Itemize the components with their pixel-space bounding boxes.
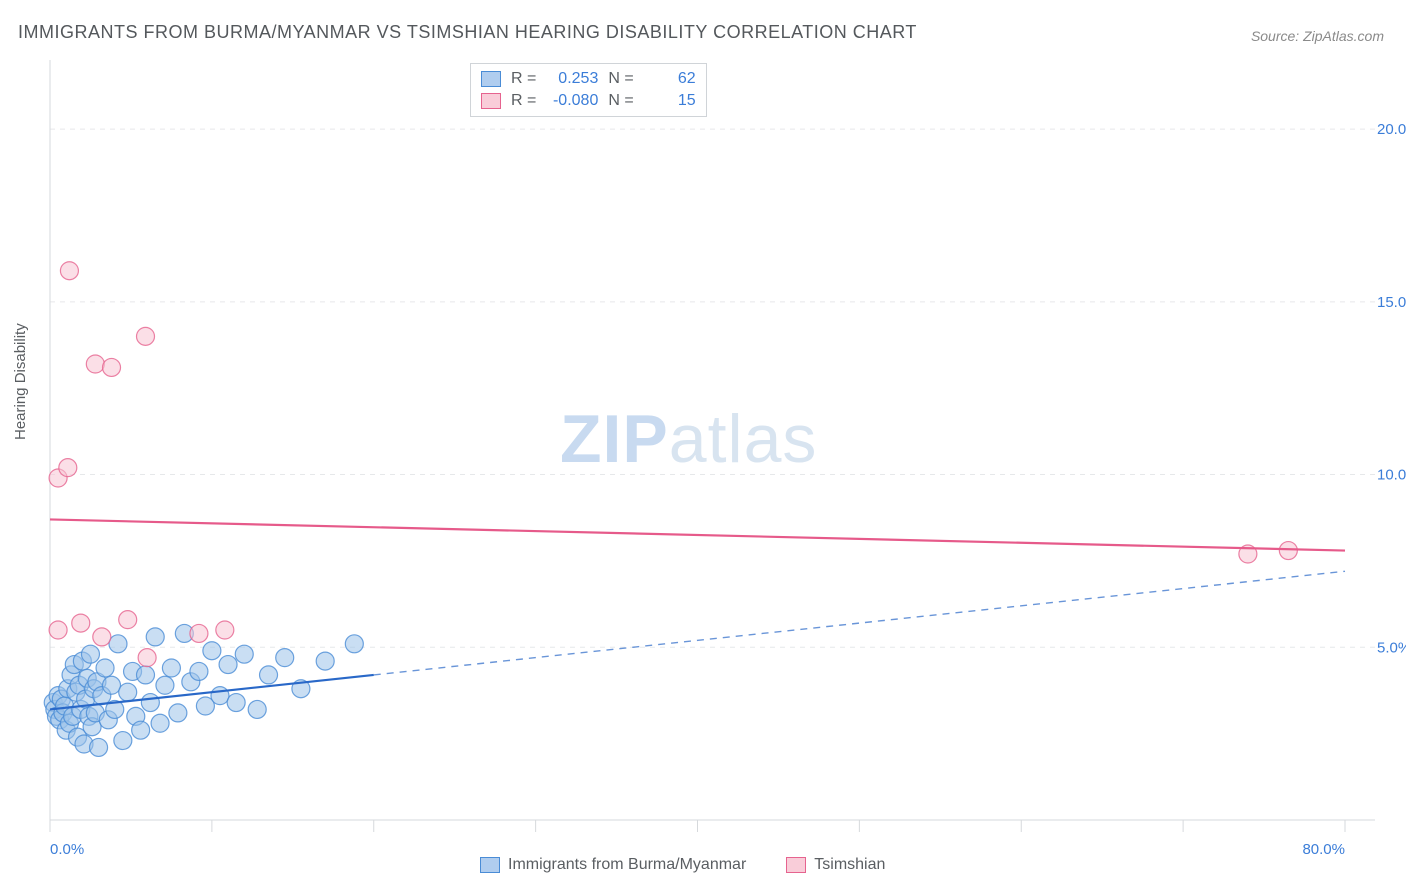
svg-text:80.0%: 80.0% bbox=[1302, 841, 1345, 858]
svg-text:15.0%: 15.0% bbox=[1377, 294, 1406, 311]
svg-text:0.0%: 0.0% bbox=[50, 841, 84, 858]
legend-swatch bbox=[480, 857, 500, 873]
legend-swatch bbox=[481, 71, 501, 87]
svg-text:5.0%: 5.0% bbox=[1377, 639, 1406, 656]
svg-text:20.0%: 20.0% bbox=[1377, 121, 1406, 138]
chart-title: IMMIGRANTS FROM BURMA/MYANMAR VS TSIMSHI… bbox=[18, 22, 917, 43]
scatter-plot: 5.0%10.0%15.0%20.0%0.0%80.0% bbox=[50, 60, 1380, 820]
stats-row: R =-0.080N =15 bbox=[481, 90, 696, 112]
source-attribution: Source: ZipAtlas.com bbox=[1251, 28, 1384, 44]
stats-legend-box: R =0.253N =62R =-0.080N =15 bbox=[470, 63, 707, 117]
legend-item: Tsimshian bbox=[786, 856, 885, 874]
y-axis-label: Hearing Disability bbox=[12, 323, 29, 440]
legend-label: Immigrants from Burma/Myanmar bbox=[508, 856, 746, 874]
legend-item: Immigrants from Burma/Myanmar bbox=[480, 856, 746, 874]
legend-label: Tsimshian bbox=[814, 856, 885, 874]
svg-text:10.0%: 10.0% bbox=[1377, 467, 1406, 484]
stats-row: R =0.253N =62 bbox=[481, 68, 696, 90]
bottom-legend: Immigrants from Burma/Myanmar Tsimshian bbox=[480, 856, 885, 874]
legend-swatch bbox=[481, 93, 501, 109]
legend-swatch bbox=[786, 857, 806, 873]
